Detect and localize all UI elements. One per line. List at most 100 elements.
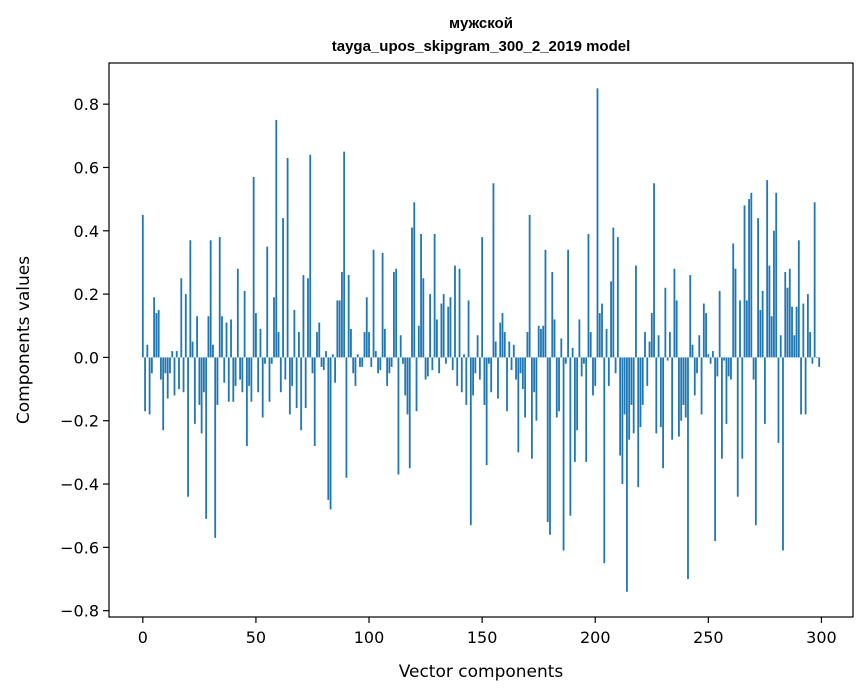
bar-274 [761, 290, 764, 358]
bar-17 [180, 278, 183, 358]
bar-295 [809, 332, 812, 358]
bar-205 [605, 328, 608, 358]
bar-269 [750, 192, 753, 358]
bar-240 [684, 357, 687, 418]
bar-146 [472, 357, 474, 396]
bar-290 [797, 240, 800, 358]
bar-45 [243, 290, 246, 358]
bar-281 [777, 357, 780, 443]
bar-6 [155, 313, 158, 358]
bar-233 [668, 332, 671, 358]
bar-51 [257, 357, 260, 393]
bar-147 [474, 357, 477, 374]
bar-212 [621, 357, 624, 485]
bar-129 [433, 233, 436, 358]
bar-181 [551, 271, 554, 358]
bar-122 [417, 325, 420, 358]
bar-230 [662, 357, 664, 469]
bar-267 [745, 300, 748, 358]
bar-231 [664, 287, 667, 358]
bar-43 [239, 357, 241, 380]
bar-32 [214, 357, 217, 538]
bar-1 [144, 357, 146, 412]
bar-10 [164, 357, 167, 374]
y-tick-label: 0.4 [74, 222, 99, 241]
bar-160 [503, 332, 506, 358]
bar-131 [438, 357, 441, 374]
bar-72 [304, 357, 307, 409]
bar-46 [245, 357, 248, 447]
bar-280 [775, 192, 778, 358]
bar-30 [209, 240, 212, 358]
bar-266 [743, 205, 746, 358]
bar-273 [759, 309, 762, 358]
bar-199 [592, 357, 594, 396]
bar-180 [549, 357, 551, 535]
bar-24 [196, 316, 199, 358]
bar-141 [460, 357, 463, 393]
bar-120 [413, 202, 416, 358]
bar-245 [696, 357, 698, 374]
bar-177 [542, 325, 545, 358]
bar-5 [153, 297, 156, 358]
bar-137 [451, 357, 454, 371]
bar-247 [700, 357, 703, 415]
bar-155 [492, 183, 495, 358]
bar-238 [680, 357, 683, 421]
bar-152 [485, 357, 488, 466]
bar-62 [282, 218, 284, 358]
bar-299 [818, 357, 821, 367]
bar-99 [365, 297, 368, 358]
bar-2 [146, 344, 149, 358]
bar-260 [730, 357, 732, 380]
bar-170 [526, 332, 529, 358]
bar-287 [791, 306, 793, 358]
bar-209 [614, 357, 617, 374]
bar-121 [415, 357, 418, 412]
bar-251 [709, 357, 712, 364]
bar-50 [255, 313, 257, 358]
bar-159 [501, 313, 504, 358]
y-tick-label: −0.4 [60, 475, 99, 494]
bar-197 [587, 233, 590, 358]
bar-119 [411, 227, 413, 358]
bar-151 [483, 357, 486, 405]
x-tick-label: 200 [580, 628, 611, 647]
bar-196 [585, 357, 588, 462]
bar-112 [395, 268, 398, 358]
bar-229 [659, 357, 662, 428]
bar-64 [286, 157, 289, 358]
bar-91 [347, 275, 350, 358]
bar-208 [612, 227, 615, 358]
bar-21 [189, 240, 192, 358]
y-tick-label: −0.6 [60, 538, 99, 557]
bar-125 [424, 357, 427, 380]
bar-136 [449, 297, 452, 358]
bar-67 [293, 309, 296, 358]
bar-234 [671, 357, 674, 440]
bar-61 [279, 357, 282, 393]
bar-179 [546, 357, 549, 523]
bar-15 [175, 351, 178, 358]
bar-111 [393, 271, 395, 358]
bar-92 [350, 328, 352, 358]
bar-184 [558, 357, 560, 412]
bar-175 [537, 325, 540, 358]
bar-116 [404, 357, 407, 396]
bar-29 [207, 316, 210, 358]
bar-221 [641, 357, 644, 405]
bar-115 [402, 357, 404, 364]
bar-84 [331, 354, 334, 358]
x-axis: 0 50 100 150 200 250 300 [138, 617, 837, 647]
bar-7 [157, 309, 160, 358]
bar-36 [223, 357, 226, 383]
bar-256 [721, 357, 723, 459]
bar-278 [770, 316, 773, 358]
bar-243 [691, 344, 694, 358]
bar-48 [250, 357, 253, 402]
bar-63 [284, 357, 287, 380]
bar-198 [589, 332, 592, 358]
bar-107 [383, 328, 386, 358]
bar-41 [234, 357, 237, 386]
bar-90 [345, 357, 348, 478]
